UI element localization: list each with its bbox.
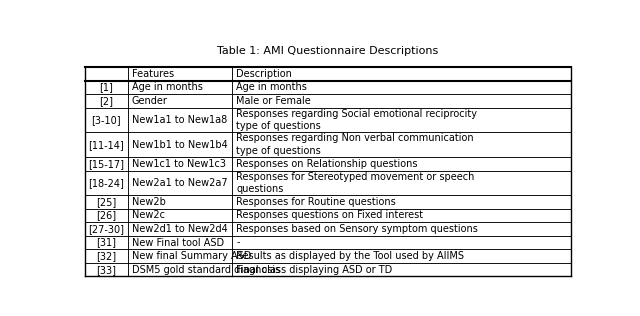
Text: New2c: New2c: [132, 210, 164, 221]
Bar: [232, 263, 571, 276]
Bar: [128, 222, 232, 236]
Bar: [232, 209, 571, 222]
Text: [33]: [33]: [97, 264, 116, 275]
Bar: [232, 108, 571, 132]
Bar: [85, 108, 128, 132]
Text: New2a1 to New2a7: New2a1 to New2a7: [132, 178, 227, 188]
Text: DSM5 gold standard diagnosis: DSM5 gold standard diagnosis: [132, 264, 280, 275]
Bar: [85, 94, 128, 108]
Bar: [128, 67, 232, 81]
Text: Responses questions on Fixed interest: Responses questions on Fixed interest: [236, 210, 423, 221]
Text: Responses on Relationship questions: Responses on Relationship questions: [236, 159, 418, 169]
Text: Features: Features: [132, 69, 174, 79]
Text: [3-10]: [3-10]: [92, 115, 121, 125]
Bar: [85, 263, 128, 276]
Text: [27-30]: [27-30]: [88, 224, 124, 234]
Bar: [232, 67, 571, 81]
Bar: [232, 81, 571, 94]
Text: New2d1 to New2d4: New2d1 to New2d4: [132, 224, 227, 234]
Text: Gender: Gender: [132, 96, 168, 106]
Text: [2]: [2]: [99, 96, 113, 106]
Bar: [85, 157, 128, 171]
Bar: [232, 94, 571, 108]
Bar: [85, 222, 128, 236]
Text: New1b1 to New1b4: New1b1 to New1b4: [132, 140, 227, 150]
Bar: [85, 67, 128, 81]
Bar: [232, 171, 571, 195]
Bar: [85, 171, 128, 195]
Bar: [128, 81, 232, 94]
Bar: [232, 195, 571, 209]
Text: Responses regarding Social emotional reciprocity
type of questions: Responses regarding Social emotional rec…: [236, 109, 477, 131]
Bar: [85, 236, 128, 249]
Bar: [128, 157, 232, 171]
Bar: [85, 249, 128, 263]
Text: Responses for Stereotyped movement or speech
questions: Responses for Stereotyped movement or sp…: [236, 172, 475, 194]
Bar: [85, 195, 128, 209]
Text: Age in months: Age in months: [236, 82, 307, 92]
Text: Table 1: AMI Questionnaire Descriptions: Table 1: AMI Questionnaire Descriptions: [218, 46, 438, 57]
Text: New1a1 to New1a8: New1a1 to New1a8: [132, 115, 227, 125]
Text: Description: Description: [236, 69, 292, 79]
Bar: [128, 195, 232, 209]
Bar: [128, 236, 232, 249]
Bar: [85, 209, 128, 222]
Bar: [85, 81, 128, 94]
Text: Responses for Routine questions: Responses for Routine questions: [236, 197, 396, 207]
Bar: [128, 209, 232, 222]
Text: [26]: [26]: [96, 210, 116, 221]
Text: Age in months: Age in months: [132, 82, 203, 92]
Text: Results as displayed by the Tool used by AIIMS: Results as displayed by the Tool used by…: [236, 251, 464, 261]
Text: [31]: [31]: [97, 238, 116, 247]
Bar: [128, 132, 232, 157]
Bar: [232, 132, 571, 157]
Text: New1c1 to New1c3: New1c1 to New1c3: [132, 159, 226, 169]
Text: [11-14]: [11-14]: [88, 140, 124, 150]
Text: Final class displaying ASD or TD: Final class displaying ASD or TD: [236, 264, 392, 275]
Bar: [128, 171, 232, 195]
Bar: [128, 263, 232, 276]
Bar: [128, 94, 232, 108]
Text: [25]: [25]: [96, 197, 116, 207]
Bar: [85, 132, 128, 157]
Text: [32]: [32]: [96, 251, 116, 261]
Bar: [128, 108, 232, 132]
Bar: [232, 236, 571, 249]
Bar: [232, 157, 571, 171]
Text: [15-17]: [15-17]: [88, 159, 124, 169]
Text: Responses regarding Non verbal communication
type of questions: Responses regarding Non verbal communica…: [236, 133, 474, 156]
Text: Responses based on Sensory symptom questions: Responses based on Sensory symptom quest…: [236, 224, 478, 234]
Bar: [232, 249, 571, 263]
Bar: [128, 249, 232, 263]
Text: New2b: New2b: [132, 197, 166, 207]
Text: New final Summary ASD: New final Summary ASD: [132, 251, 251, 261]
Bar: [232, 222, 571, 236]
Text: New Final tool ASD: New Final tool ASD: [132, 238, 224, 247]
Text: [18-24]: [18-24]: [88, 178, 124, 188]
Text: [1]: [1]: [99, 82, 113, 92]
Text: -: -: [236, 238, 240, 247]
Text: Male or Female: Male or Female: [236, 96, 311, 106]
